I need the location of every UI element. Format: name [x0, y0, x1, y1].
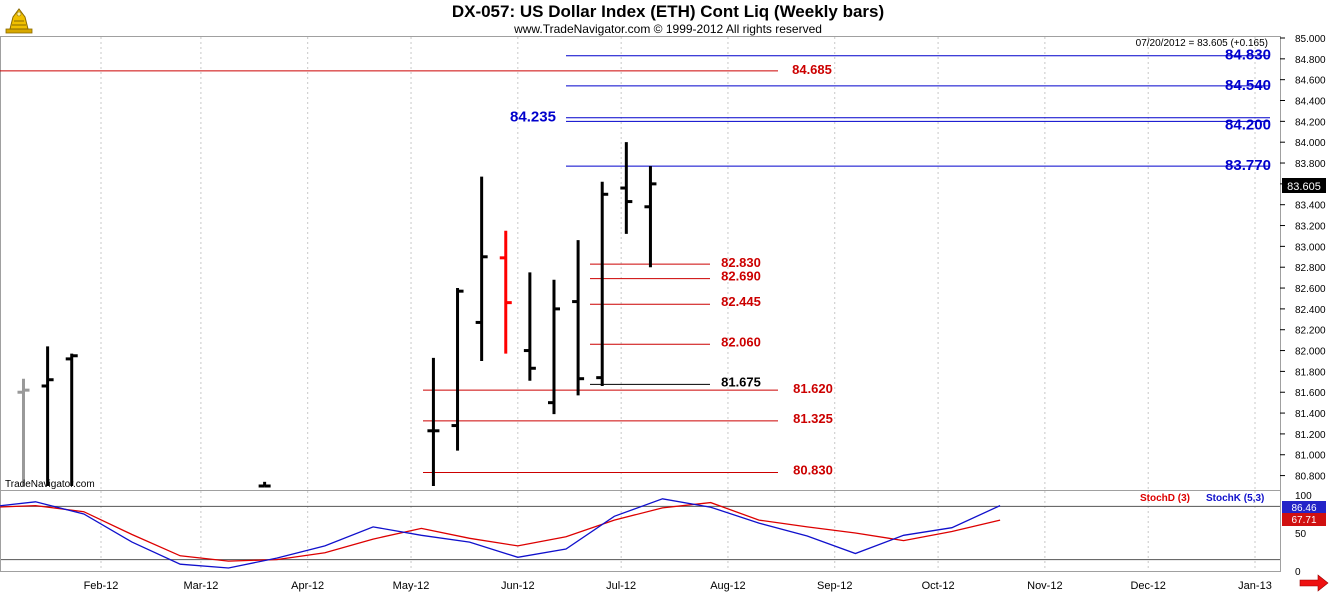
stoch-k-legend: StochK (5,3)	[1206, 493, 1264, 504]
ohlc-bar	[547, 279, 560, 415]
copyright-text: www.TradeNavigator.com © 1999-2012 All r…	[514, 22, 822, 36]
stoch-k-value-box	[1282, 501, 1326, 514]
level-label: 81.325	[793, 411, 833, 426]
level-label: 80.830	[793, 462, 833, 477]
ohlc-bar	[620, 142, 633, 234]
stoch-tick-label: 50	[1295, 529, 1307, 540]
ohlc-bar	[65, 353, 78, 486]
y-tick-label: 82.000	[1295, 347, 1326, 358]
x-tick-label: Mar-12	[183, 580, 218, 592]
last-quote-text: 07/20/2012 = 83.605 (+0.165)	[1136, 38, 1268, 49]
x-tick-label: Aug-12	[710, 580, 745, 592]
stoch-d-legend: StochD (3)	[1140, 493, 1190, 504]
level-label: 84.830	[1225, 47, 1271, 64]
stochastic-panel-frame	[0, 490, 1281, 572]
level-label: 82.830	[721, 255, 761, 270]
ohlc-bar	[451, 288, 464, 451]
y-tick-label: 82.400	[1295, 305, 1326, 316]
y-tick-label: 84.000	[1295, 138, 1326, 149]
y-tick-label: 81.000	[1295, 451, 1326, 462]
y-tick-label: 83.800	[1295, 159, 1326, 170]
y-tick-label: 81.200	[1295, 430, 1326, 441]
level-label: 83.770	[1225, 157, 1271, 174]
level-label: 84.540	[1225, 77, 1271, 94]
y-tick-label: 84.200	[1295, 117, 1326, 128]
y-tick-label: 83.000	[1295, 242, 1326, 253]
ohlc-bar	[427, 357, 440, 486]
level-label: 84.200	[1225, 116, 1271, 133]
x-tick-label: Jun-12	[501, 580, 535, 592]
level-label: 82.445	[721, 294, 761, 309]
date-axis: Feb-12 Mar-12 Apr-12 May-12 Jun-12 Jul-12 Aug-…	[84, 580, 1272, 592]
level-label: 81.620	[793, 381, 833, 396]
y-tick-label: 82.600	[1295, 284, 1326, 295]
level-label: 81.675	[721, 374, 761, 389]
x-tick-label: Oct-12	[922, 580, 955, 592]
y-tick-label: 84.400	[1295, 97, 1326, 108]
y-tick-label: 85.000	[1295, 34, 1326, 45]
ohlc-bar	[596, 181, 609, 386]
x-tick-label: Nov-12	[1027, 580, 1062, 592]
x-tick-label: Apr-12	[291, 580, 324, 592]
y-tick-label: 83.200	[1295, 222, 1326, 233]
level-label: 82.690	[721, 269, 761, 284]
price-grid	[100, 37, 1256, 490]
stoch-k-value: 86.46	[1291, 503, 1316, 514]
x-tick-label: Dec-12	[1130, 580, 1165, 592]
last-price-label: 83.605	[1287, 181, 1321, 193]
trade-navigator-logo-icon	[5, 8, 33, 34]
scroll-right-arrow-icon[interactable]	[1299, 574, 1329, 592]
ohlc-bar	[475, 176, 488, 361]
ohlc-bar	[523, 272, 536, 381]
y-tick-label: 81.400	[1295, 409, 1326, 420]
ohlc-bar	[499, 230, 512, 354]
stoch-d-line	[0, 501, 1001, 562]
y-tick-label: 81.600	[1295, 388, 1326, 399]
ohlc-bar	[644, 166, 657, 268]
y-tick-label: 82.800	[1295, 263, 1326, 274]
ohlc-bar	[41, 346, 54, 486]
stoch-d-value: 67.71	[1291, 515, 1316, 526]
level-label: 84.235	[510, 109, 556, 126]
level-label: 84.685	[792, 62, 832, 77]
support-resistance-levels: 84.830 84.685 84.540 84.235 84.200 83.770 82.8…	[0, 47, 1271, 477]
stoch-d-value-box	[1282, 513, 1326, 526]
ohlc-bar	[258, 481, 271, 488]
x-tick-label: Jan-13	[1238, 580, 1272, 592]
y-tick-label: 80.800	[1295, 472, 1326, 483]
ohlc-bars	[17, 142, 657, 488]
x-tick-label: May-12	[393, 580, 430, 592]
x-tick-label: Feb-12	[84, 580, 119, 592]
y-tick-label: 81.800	[1295, 367, 1326, 378]
stochastic-lines	[0, 498, 1001, 569]
y-tick-label: 84.600	[1295, 76, 1326, 87]
stoch-tick-label: 0	[1295, 567, 1301, 578]
watermark-text: TradeNavigator.com	[5, 479, 95, 490]
stoch-tick-label: 100	[1295, 491, 1312, 502]
ohlc-bar	[572, 240, 585, 396]
price-panel-frame	[0, 36, 1281, 491]
price-axis: 85.000 84.800 84.600 84.400 84.200 84.000 83.8…	[1280, 34, 1326, 483]
y-tick-label: 82.200	[1295, 326, 1326, 337]
ohlc-bar	[17, 378, 30, 486]
x-tick-label: Jul-12	[606, 580, 636, 592]
level-label: 82.060	[721, 334, 761, 349]
x-tick-label: Sep-12	[817, 580, 852, 592]
y-tick-label: 84.800	[1295, 55, 1326, 66]
y-tick-label: 83.400	[1295, 201, 1326, 212]
chart-title: DX-057: US Dollar Index (ETH) Cont Liq (…	[451, 2, 885, 21]
stoch-k-line	[0, 498, 1001, 569]
last-price-box	[1282, 178, 1326, 193]
